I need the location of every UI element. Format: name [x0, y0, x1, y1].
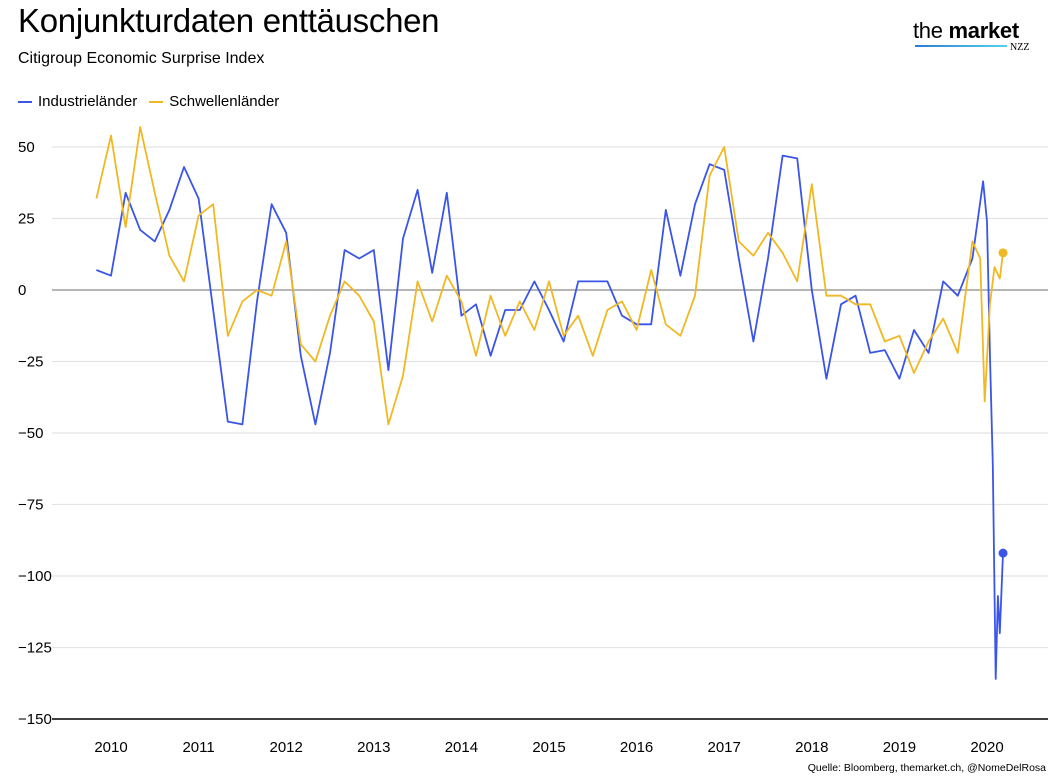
chart-title: Konjunkturdaten enttäuschen [18, 2, 440, 39]
legend-swatch [149, 100, 164, 103]
legend-swatch [18, 100, 32, 103]
y-tick-label: −150 [18, 711, 52, 728]
x-tick-label: 2018 [795, 739, 828, 756]
logo-text: the market [913, 18, 1019, 43]
x-tick-label: 2017 [708, 739, 741, 756]
legend-label: Schwellenländer [169, 93, 280, 110]
y-tick-label: −50 [18, 425, 43, 442]
y-tick-label: 50 [18, 139, 35, 156]
x-tick-label: 2010 [94, 739, 127, 756]
logo: the market NZZ [913, 18, 1035, 58]
x-tick-label: 2016 [620, 739, 653, 756]
y-tick-label: 25 [18, 211, 35, 228]
x-tick-label: 2013 [357, 739, 390, 756]
source-note: Quelle: Bloomberg, themarket.ch, @NomeDe… [807, 762, 1046, 774]
y-tick-label: −100 [18, 568, 52, 585]
y-tick-label: −125 [18, 640, 52, 657]
x-tick-label: 2012 [270, 739, 303, 756]
legend-label: Industrieländer [38, 93, 138, 110]
series-line-schwellenlaender [95, 126, 1004, 426]
logo-sub: NZZ [1010, 42, 1030, 53]
logo-underline [915, 45, 1007, 47]
x-tick-label: 2020 [970, 739, 1003, 756]
legend: Industrieländer Schwellenländer [18, 93, 279, 110]
y-tick-label: 0 [18, 282, 26, 299]
series-line-industrielaender [96, 154, 1004, 680]
legend-item-schwellenlaender: Schwellenländer [149, 93, 279, 110]
legend-item-industrielaender: Industrieländer [18, 93, 137, 110]
y-tick-label: −25 [18, 354, 43, 371]
end-point-marker [998, 248, 1008, 258]
chart-subtitle: Citigroup Economic Surprise Index [18, 50, 265, 67]
x-tick-label: 2014 [445, 739, 478, 756]
x-tick-label: 2015 [532, 739, 565, 756]
y-tick-label: −75 [18, 497, 43, 514]
x-tick-label: 2019 [883, 739, 916, 756]
x-tick-label: 2011 [182, 739, 214, 756]
end-point-marker [998, 548, 1008, 558]
